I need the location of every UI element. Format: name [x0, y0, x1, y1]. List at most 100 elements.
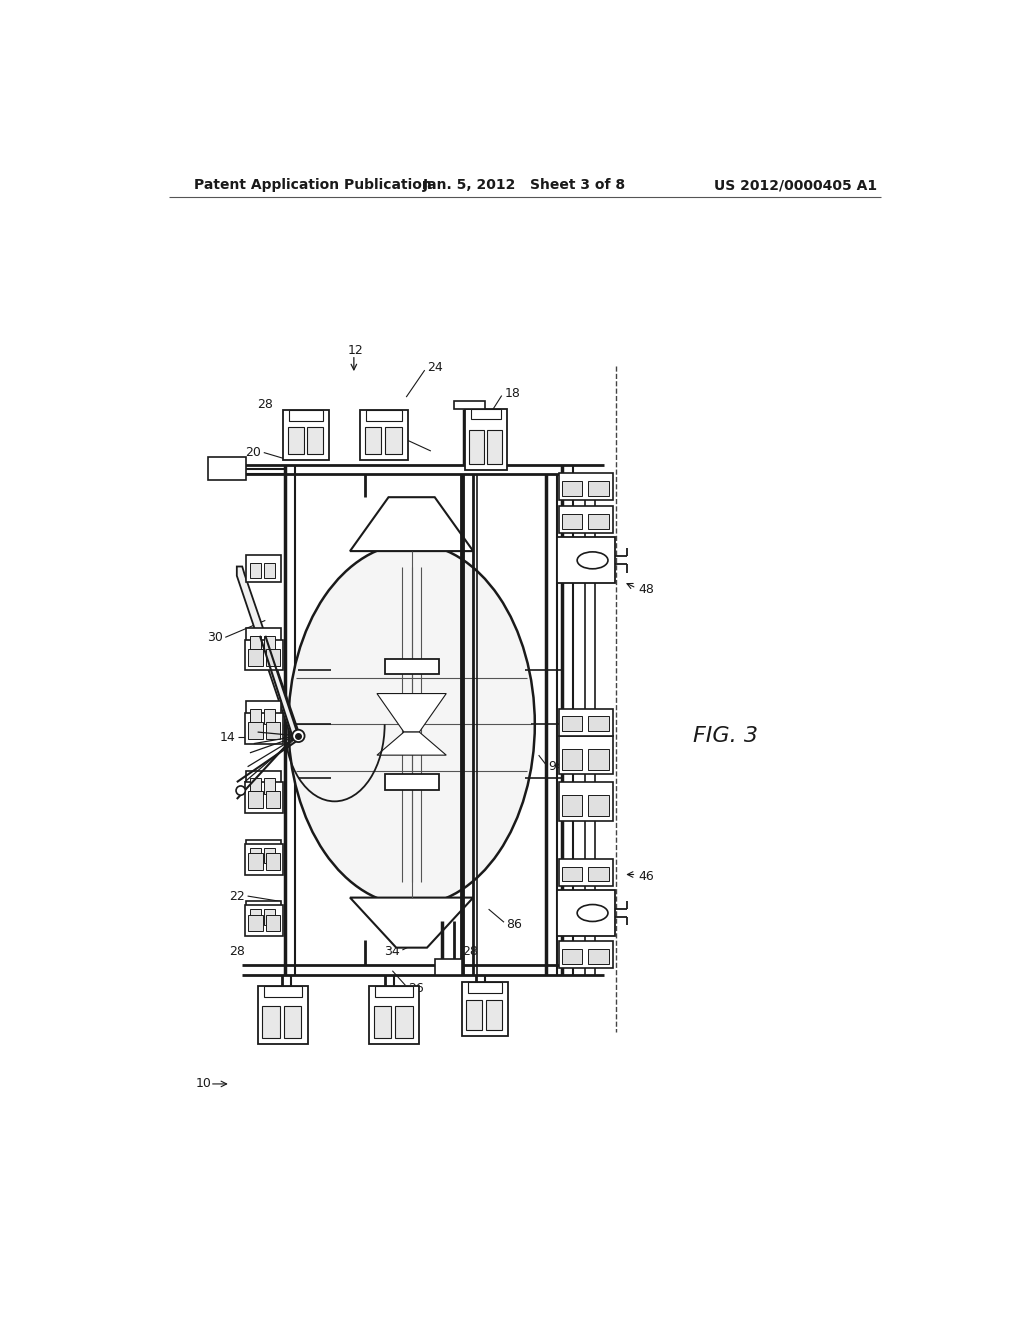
Bar [385, 426, 401, 454]
Bar [454, 401, 484, 409]
Bar [559, 709, 612, 737]
Bar [289, 411, 323, 421]
Bar [262, 1006, 280, 1038]
Bar [307, 426, 324, 454]
Bar [557, 890, 614, 936]
Bar [288, 426, 304, 454]
Bar [265, 722, 281, 739]
Bar [562, 949, 583, 964]
Bar [370, 986, 419, 1044]
Bar [250, 562, 261, 578]
Circle shape [237, 785, 246, 795]
Bar [249, 915, 263, 932]
Bar [589, 867, 609, 882]
Bar [250, 909, 261, 924]
Bar [435, 960, 462, 974]
Bar [360, 411, 408, 461]
Bar [208, 457, 246, 480]
Polygon shape [377, 693, 446, 733]
Polygon shape [237, 566, 298, 741]
Bar [250, 779, 261, 793]
Bar [264, 709, 275, 725]
Bar [246, 554, 281, 582]
Bar [265, 649, 281, 665]
Bar [246, 902, 281, 928]
Bar [245, 843, 283, 875]
Text: 94: 94 [549, 760, 564, 774]
Bar [374, 1006, 391, 1038]
Bar [589, 795, 609, 816]
Bar [557, 537, 614, 583]
Bar [245, 713, 283, 743]
Bar [395, 1006, 413, 1038]
Bar [246, 771, 281, 797]
Bar [250, 636, 261, 651]
Text: 34: 34 [384, 945, 400, 958]
Bar [250, 847, 261, 863]
Bar [562, 867, 583, 882]
Bar [465, 409, 507, 470]
Bar [365, 426, 381, 454]
Bar [589, 717, 609, 731]
Text: 34: 34 [384, 429, 400, 442]
Bar [245, 906, 283, 936]
Bar [249, 722, 263, 739]
Bar [265, 792, 281, 808]
Text: 24: 24 [427, 362, 442, 375]
Bar [258, 986, 307, 1044]
Text: 28: 28 [462, 945, 477, 958]
Bar [466, 1001, 482, 1030]
Bar [264, 847, 275, 863]
Bar [562, 717, 583, 731]
Text: 28: 28 [257, 399, 273, 412]
Bar [589, 513, 609, 529]
Bar [249, 649, 263, 665]
Bar [559, 859, 612, 886]
Bar [264, 779, 275, 793]
Bar [589, 480, 609, 496]
Bar [249, 792, 263, 808]
Bar [249, 853, 263, 870]
Bar [385, 775, 438, 789]
Bar [246, 628, 281, 655]
Circle shape [292, 730, 304, 742]
Bar [385, 659, 438, 675]
Bar [469, 430, 484, 465]
Ellipse shape [578, 904, 608, 921]
Bar [246, 840, 281, 867]
Polygon shape [350, 898, 473, 948]
Bar [264, 986, 301, 997]
Text: 46: 46 [639, 870, 654, 883]
Text: 12: 12 [348, 345, 364, 358]
Bar [589, 949, 609, 964]
Text: FIG. 3: FIG. 3 [692, 726, 758, 746]
Text: 10: 10 [196, 1077, 212, 1090]
Bar [559, 474, 612, 500]
Text: Patent Application Publication: Patent Application Publication [194, 178, 431, 193]
Bar [562, 480, 583, 496]
Text: 26: 26 [408, 982, 424, 995]
Text: 86: 86 [506, 917, 522, 931]
Bar [559, 781, 612, 821]
Bar [284, 1006, 301, 1038]
Text: US 2012/0000405 A1: US 2012/0000405 A1 [715, 178, 878, 193]
Polygon shape [377, 733, 446, 755]
Bar [283, 411, 330, 461]
Bar [562, 748, 583, 770]
Bar [468, 982, 502, 993]
Bar [246, 701, 281, 729]
Bar [485, 1001, 502, 1030]
Bar [250, 709, 261, 725]
Polygon shape [350, 498, 473, 552]
Bar [245, 781, 283, 813]
Text: 20: 20 [246, 446, 261, 459]
Text: 28: 28 [228, 945, 245, 958]
Bar [486, 430, 502, 465]
Bar [589, 748, 609, 770]
Text: Jan. 5, 2012   Sheet 3 of 8: Jan. 5, 2012 Sheet 3 of 8 [423, 178, 627, 193]
Ellipse shape [578, 552, 608, 569]
Bar [471, 409, 501, 420]
Bar [562, 795, 583, 816]
Bar [462, 982, 508, 1036]
Ellipse shape [289, 544, 535, 906]
